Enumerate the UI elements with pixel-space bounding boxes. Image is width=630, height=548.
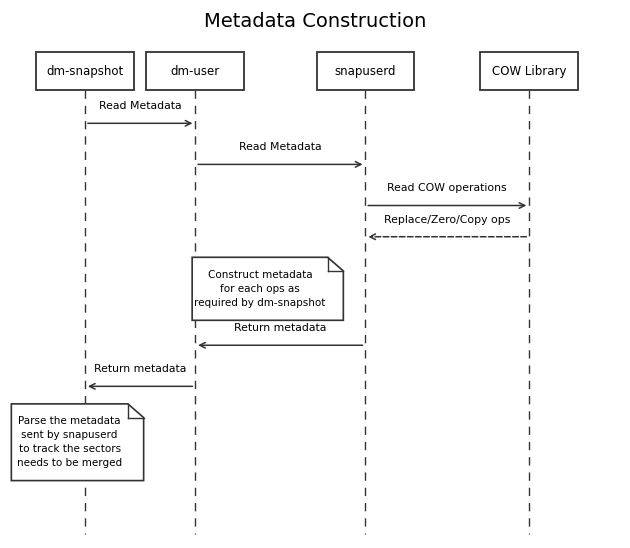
Polygon shape: [192, 258, 343, 320]
Text: Return metadata: Return metadata: [94, 364, 186, 374]
Text: Replace/Zero/Copy ops: Replace/Zero/Copy ops: [384, 215, 510, 225]
Polygon shape: [11, 404, 144, 481]
Text: Metadata Construction: Metadata Construction: [204, 13, 426, 31]
Text: Parse the metadata
sent by snapuserd
to track the sectors
needs to be merged: Parse the metadata sent by snapuserd to …: [17, 416, 122, 468]
Text: dm-user: dm-user: [171, 65, 220, 78]
Text: snapuserd: snapuserd: [335, 65, 396, 78]
Text: Construct metadata
for each ops as
required by dm-snapshot: Construct metadata for each ops as requi…: [194, 270, 326, 308]
FancyBboxPatch shape: [146, 52, 244, 90]
FancyBboxPatch shape: [37, 52, 134, 90]
FancyBboxPatch shape: [316, 52, 415, 90]
Text: Read Metadata: Read Metadata: [99, 101, 181, 111]
Text: COW Library: COW Library: [492, 65, 566, 78]
Text: Read Metadata: Read Metadata: [239, 142, 322, 152]
FancyBboxPatch shape: [480, 52, 578, 90]
Text: Read COW operations: Read COW operations: [387, 184, 507, 193]
Text: Return metadata: Return metadata: [234, 323, 326, 333]
Text: dm-snapshot: dm-snapshot: [47, 65, 123, 78]
